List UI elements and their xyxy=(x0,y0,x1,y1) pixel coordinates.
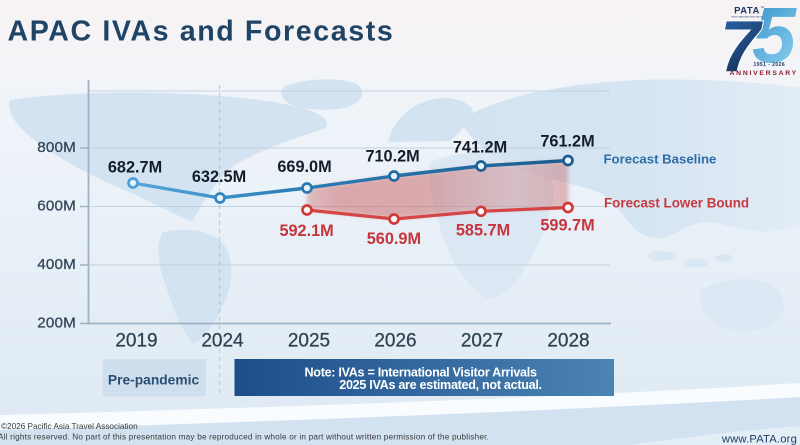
svg-text:2024: 2024 xyxy=(201,331,244,352)
svg-text:632.5M: 632.5M xyxy=(192,168,246,186)
svg-text:7: 7 xyxy=(720,7,763,87)
svg-text:560.9M: 560.9M xyxy=(367,230,421,248)
svg-text:2026: 2026 xyxy=(374,331,416,352)
svg-text:PACIFIC ASIA TRAVEL ASSOCIATIO: PACIFIC ASIA TRAVEL ASSOCIATION xyxy=(731,16,763,19)
svg-text:1951 - 2026: 1951 - 2026 xyxy=(753,62,785,68)
svg-text:©2026 Pacific Asia Travel Asso: ©2026 Pacific Asia Travel Association xyxy=(1,422,138,431)
svg-text:Forecast Baseline: Forecast Baseline xyxy=(604,152,717,167)
svg-text:All rights reserved. No part o: All rights reserved. No part of this pre… xyxy=(0,432,489,441)
svg-text:400M: 400M xyxy=(37,256,76,273)
svg-text:www.PATA.org: www.PATA.org xyxy=(721,433,797,445)
svg-text:800M: 800M xyxy=(37,139,76,156)
svg-text:PATA: PATA xyxy=(734,6,760,17)
svg-text:2025: 2025 xyxy=(288,331,330,352)
svg-text:599.7M: 599.7M xyxy=(540,216,594,234)
svg-text:Pre-pandemic: Pre-pandemic xyxy=(108,373,200,388)
svg-text:2025 IVAs are estimated, not a: 2025 IVAs are estimated, not actual. xyxy=(339,378,541,392)
svg-text:APAC IVAs and Forecasts: APAC IVAs and Forecasts xyxy=(8,16,395,48)
svg-text:2019: 2019 xyxy=(115,331,157,352)
svg-text:™: ™ xyxy=(760,5,764,10)
svg-text:669.0M: 669.0M xyxy=(277,158,331,176)
svg-text:600M: 600M xyxy=(37,198,76,215)
svg-text:200M: 200M xyxy=(37,315,76,332)
svg-text:682.7M: 682.7M xyxy=(108,158,162,176)
svg-text:5: 5 xyxy=(752,0,797,79)
svg-text:ANNIVERSARY: ANNIVERSARY xyxy=(730,70,798,77)
svg-text:585.7M: 585.7M xyxy=(456,221,510,239)
svg-text:Forecast Lower Bound: Forecast Lower Bound xyxy=(604,196,749,211)
svg-text:710.2M: 710.2M xyxy=(365,148,419,166)
svg-text:Note: IVAs = International Vis: Note: IVAs = International Visitor Arriv… xyxy=(305,365,537,379)
svg-text:2027: 2027 xyxy=(461,331,503,352)
svg-text:741.2M: 741.2M xyxy=(453,139,507,157)
svg-text:761.2M: 761.2M xyxy=(540,133,594,151)
svg-text:592.1M: 592.1M xyxy=(279,222,333,240)
svg-text:2028: 2028 xyxy=(547,331,589,352)
